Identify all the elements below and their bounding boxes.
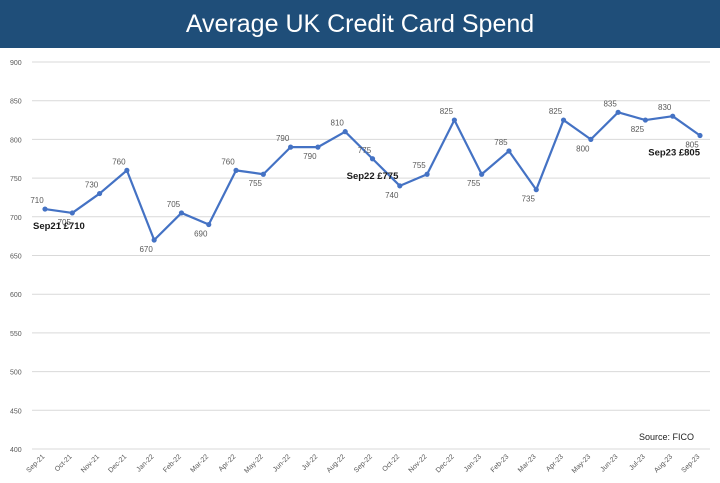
x-tick-label: Jan-23	[463, 453, 483, 473]
data-label: 810	[331, 119, 345, 128]
x-tick-label: Oct-21	[54, 453, 74, 473]
data-point	[42, 206, 48, 212]
data-point	[397, 183, 403, 189]
data-label: 785	[494, 138, 508, 147]
x-tick-label: Aug-22	[326, 453, 347, 474]
data-point	[69, 210, 75, 216]
y-tick-label: 400	[10, 447, 22, 454]
x-tick-label: Dec-21	[107, 453, 128, 474]
data-point	[260, 171, 266, 177]
x-tick-label: Feb-22	[162, 453, 183, 474]
data-label: 760	[221, 157, 235, 166]
x-tick-label: Oct-22	[381, 453, 401, 473]
data-label: 735	[522, 195, 536, 204]
data-point	[233, 167, 239, 173]
data-label: 690	[194, 230, 208, 239]
data-point	[560, 117, 567, 123]
annotation-label: Sep23 £805	[648, 148, 700, 159]
x-tick-label: Feb-23	[490, 453, 511, 474]
data-point	[479, 171, 485, 177]
y-tick-label: 800	[10, 137, 22, 144]
y-tick-label: 750	[10, 176, 22, 183]
y-tick-label: 450	[10, 408, 22, 415]
x-tick-label: May-23	[571, 453, 593, 475]
data-label: 835	[603, 99, 617, 108]
data-point	[288, 144, 294, 150]
chart-title: Average UK Credit Card Spend	[185, 9, 535, 38]
data-point	[96, 190, 103, 197]
data-label: 790	[276, 134, 290, 143]
x-tick-label: Sep-21	[25, 453, 46, 474]
x-tick-label: Jul-23	[628, 453, 647, 472]
data-label: 825	[631, 125, 645, 134]
x-tick-label: Mar-22	[190, 453, 211, 474]
y-tick-label: 900	[10, 60, 22, 67]
data-label: 825	[549, 107, 563, 116]
data-point	[369, 156, 376, 162]
data-point	[151, 237, 157, 243]
y-tick-label: 600	[10, 292, 22, 299]
x-tick-label: Nov-21	[80, 453, 101, 474]
data-point	[533, 187, 539, 193]
x-tick-label: Jun-22	[272, 453, 292, 473]
data-label: 830	[658, 103, 672, 112]
y-tick-label: 500	[10, 370, 22, 377]
data-point	[424, 171, 430, 177]
data-label: 755	[412, 161, 426, 170]
data-point	[588, 136, 594, 142]
y-tick-label: 550	[10, 331, 22, 338]
data-point	[451, 117, 457, 123]
x-tick-label: Aug-23	[653, 453, 674, 474]
x-tick-label: Sep-23	[680, 453, 701, 474]
data-label: 805	[685, 141, 699, 150]
x-tick-label: Mar-23	[517, 453, 538, 474]
data-label: 730	[85, 181, 99, 190]
y-tick-label: 700	[10, 215, 22, 222]
data-label: 825	[440, 107, 454, 116]
data-label: 705	[58, 218, 72, 227]
x-tick-label: Nov-22	[408, 453, 429, 474]
data-point	[124, 167, 130, 173]
annotation-label: Sep21 £710	[33, 221, 85, 232]
data-label: 790	[303, 152, 317, 161]
y-tick-label: 650	[10, 254, 22, 261]
data-label: 670	[139, 245, 153, 254]
data-label: 740	[385, 191, 399, 200]
data-point	[615, 109, 621, 115]
data-point	[697, 132, 703, 139]
data-label: 755	[249, 179, 263, 188]
x-tick-label: Apr-22	[218, 453, 238, 473]
data-point	[206, 221, 212, 228]
data-point	[506, 148, 512, 154]
data-point	[342, 129, 348, 135]
data-point	[642, 117, 649, 123]
x-tick-label: May-22	[243, 453, 265, 475]
data-point	[178, 210, 185, 216]
x-tick-label: Jan-22	[135, 453, 155, 473]
data-label: 760	[112, 157, 126, 166]
data-label: 755	[467, 179, 481, 188]
x-tick-label: Sep-22	[353, 453, 374, 474]
x-tick-label: Dec-22	[435, 453, 456, 474]
data-point	[670, 113, 676, 119]
annotation-label: Sep22 £775	[347, 171, 399, 182]
x-tick-label: Apr-23	[545, 453, 565, 473]
data-label: 705	[167, 200, 181, 209]
data-point	[315, 144, 321, 150]
x-tick-label: Jun-23	[599, 453, 619, 473]
line-chart: 400 450 500 550 600 650 700 750 800 850 900 Sep-21 O…	[10, 60, 710, 475]
data-label: 775	[358, 146, 372, 155]
y-tick-label: 850	[10, 99, 22, 106]
data-label: 800	[576, 144, 590, 153]
source-note: Source: FICO	[638, 432, 694, 442]
data-label: 710	[30, 196, 44, 205]
title-bar: Average UK Credit Card Spend	[0, 0, 720, 48]
x-tick-label: Jul-22	[301, 453, 320, 472]
